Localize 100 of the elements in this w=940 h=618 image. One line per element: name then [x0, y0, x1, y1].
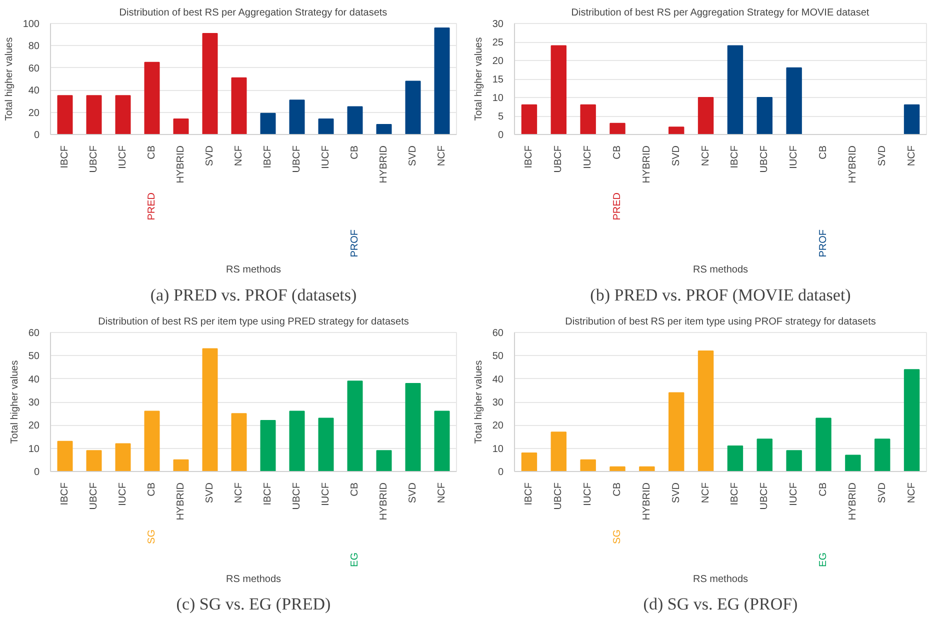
y-tick-label: 10 — [492, 444, 504, 455]
x-tick-label: IUCF — [582, 482, 594, 506]
text: PROF — [350, 229, 360, 258]
y-tick-label: 10 — [492, 93, 504, 104]
x-tick-label: HYBRID — [641, 145, 652, 184]
y-tick-label: 10 — [28, 444, 40, 455]
y-tick-label: 20 — [492, 56, 504, 67]
y-tick-label: 15 — [492, 74, 504, 86]
text: (b) PRED vs. PROF (MOVIE dataset) — [590, 286, 851, 304]
x-tick-label: IUCF — [320, 145, 332, 169]
y-tick-label: 50 — [492, 351, 504, 362]
x-tick-label: UBCF — [553, 145, 564, 173]
text: EG — [350, 552, 360, 567]
y-tick-label: 50 — [28, 351, 40, 362]
x-tick-label: CB — [818, 482, 829, 496]
x-tick-label: NCF — [906, 482, 918, 504]
x-tick-label: UBCF — [88, 145, 100, 173]
x-tick-label: IUCF — [788, 145, 800, 169]
x-tick-label: IBCF — [262, 482, 274, 506]
x-tick-label: UBCF — [553, 482, 564, 510]
x-axis-title: RS methods — [226, 264, 282, 276]
y-tick-label: 60 — [28, 328, 40, 339]
x-tick-label: NCF — [700, 145, 712, 166]
x-tick-label: HYBRID — [847, 145, 858, 184]
x-tick-label: IBCF — [524, 482, 535, 506]
x-tick-label: CB — [350, 482, 360, 496]
y-axis-title: Total higher values — [473, 37, 484, 121]
x-tick-label: IBCF — [262, 145, 274, 168]
x-tick-label: HYBRID — [847, 482, 858, 520]
x-tick-label: NCF — [234, 482, 244, 504]
text: (c) SG vs. EG (PRED) — [176, 594, 331, 614]
x-axis-title: RS methods — [692, 264, 748, 276]
y-tick-label: 30 — [28, 398, 40, 408]
x-tick-label: UBCF — [292, 482, 302, 510]
x-tick-label: SVD — [204, 146, 216, 166]
x-tick-label: IUCF — [320, 482, 332, 506]
y-tick-label: 25 — [492, 38, 504, 48]
x-tick-label: UBCF — [759, 482, 770, 510]
text: (a) PRED vs. PROF (datasets) — [150, 286, 357, 304]
x-tick-label: CB — [612, 482, 623, 496]
x-tick-label: SVD — [408, 482, 418, 504]
y-axis-title: Total higher values — [473, 360, 484, 444]
x-tick-label: IUCF — [118, 145, 128, 169]
y-axis-title: Total higher values — [4, 37, 15, 121]
text: SG — [612, 529, 623, 544]
text: PRED — [146, 192, 158, 220]
x-tick-label: UBCF — [759, 145, 770, 173]
y-tick-label: 30 — [492, 398, 504, 408]
x-tick-label: IBCF — [730, 482, 741, 506]
x-tick-label: SVD — [408, 146, 418, 166]
x-tick-label: SVD — [204, 482, 216, 504]
x-axis-title: RS methods — [692, 574, 748, 585]
y-tick-label: 20 — [28, 108, 40, 119]
y-axis-title: Total higher values — [9, 360, 20, 444]
x-tick-label: CB — [818, 145, 829, 160]
x-tick-label: IUCF — [788, 482, 800, 506]
x-tick-label: NCF — [234, 145, 244, 166]
y-tick-label: 80 — [28, 41, 40, 52]
y-tick-label: 20 — [492, 420, 504, 432]
y-tick-label: 0 — [498, 130, 504, 141]
x-tick-label: SVD — [670, 482, 682, 504]
x-tick-label: CB — [146, 145, 158, 160]
x-tick-label: HYBRID — [176, 145, 186, 184]
text: PROF — [818, 229, 829, 258]
y-tick-label: 0 — [498, 467, 504, 478]
x-tick-label: UBCF — [292, 145, 302, 173]
y-tick-label: 0 — [34, 130, 40, 141]
x-tick-label: NCF — [436, 482, 448, 504]
y-tick-label: 100 — [22, 19, 40, 30]
x-tick-label: SVD — [876, 482, 888, 504]
x-tick-label: CB — [612, 145, 623, 160]
x-tick-label: HYBRID — [378, 482, 390, 520]
y-tick-label: 5 — [498, 112, 504, 122]
x-tick-label: HYBRID — [176, 482, 186, 520]
x-tick-label: HYBRID — [641, 482, 652, 520]
x-tick-label: NCF — [436, 145, 448, 166]
y-tick-label: 30 — [492, 19, 504, 30]
y-tick-label: 40 — [492, 374, 504, 386]
x-tick-label: IBCF — [60, 482, 70, 506]
x-tick-label: CB — [350, 145, 360, 160]
y-tick-label: 20 — [28, 420, 40, 432]
x-tick-label: IBCF — [60, 145, 70, 168]
x-tick-label: CB — [146, 482, 158, 496]
x-tick-label: NCF — [700, 482, 712, 504]
text: SG — [146, 529, 158, 544]
x-tick-label: SVD — [876, 146, 888, 166]
x-tick-label: HYBRID — [378, 145, 390, 184]
x-tick-label: SVD — [670, 146, 682, 166]
chart-title: Distribution of best RS per item type using PROF strategy for datasets — [565, 316, 876, 328]
x-axis-title: RS methods — [226, 574, 282, 585]
x-tick-label: IBCF — [524, 145, 535, 168]
chart-title: Distribution of best RS per Aggregation Strategy for MOVIE dataset — [571, 8, 870, 18]
y-tick-label: 0 — [34, 467, 40, 478]
chart-title: Distribution of best RS per Aggregation Strategy for datasets — [119, 8, 388, 18]
text: EG — [818, 552, 829, 567]
y-tick-label: 40 — [28, 374, 40, 386]
y-tick-label: 60 — [492, 328, 504, 339]
y-tick-label: 60 — [28, 63, 40, 74]
x-tick-label: IUCF — [118, 482, 128, 506]
x-tick-label: NCF — [906, 145, 918, 166]
